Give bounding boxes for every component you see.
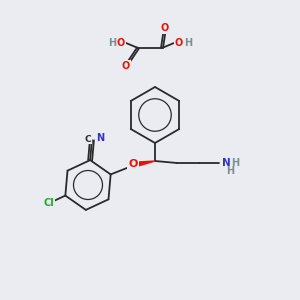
Text: O: O (122, 61, 130, 71)
Text: Cl: Cl (44, 198, 54, 208)
Text: O: O (117, 38, 125, 48)
Text: H: H (108, 38, 116, 48)
Text: O: O (175, 38, 183, 48)
Text: H: H (184, 38, 192, 48)
Text: O: O (128, 159, 138, 169)
Polygon shape (138, 161, 155, 166)
Text: H: H (226, 166, 234, 176)
Text: C: C (85, 135, 91, 144)
Text: N: N (222, 158, 230, 168)
Text: O: O (161, 23, 169, 33)
Text: H: H (231, 158, 239, 168)
Text: N: N (96, 133, 104, 143)
